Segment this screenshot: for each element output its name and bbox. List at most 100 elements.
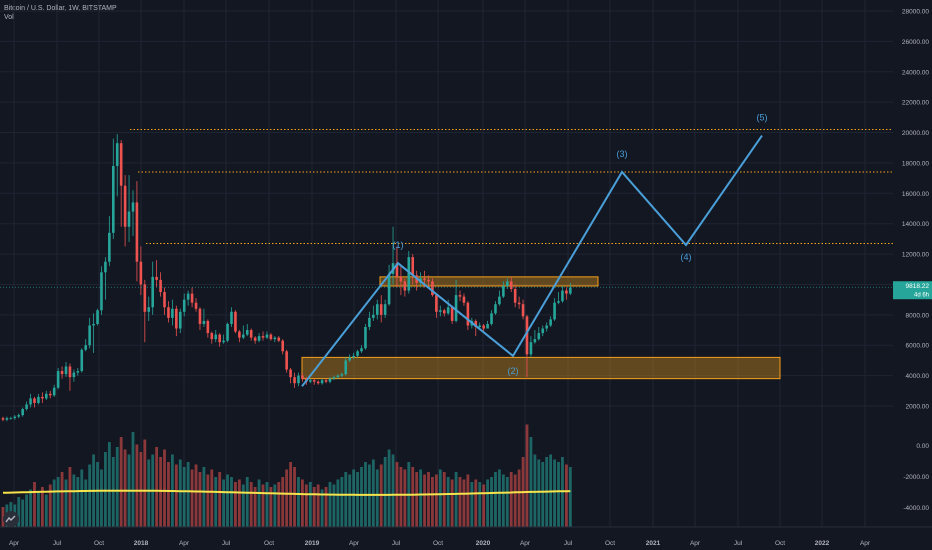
price-tick-label: 26000.00	[902, 39, 929, 46]
volume-bar	[360, 467, 363, 527]
volume-bar	[529, 437, 533, 527]
candle-body	[462, 296, 466, 303]
volume-indicator-label[interactable]: Vol	[4, 14, 14, 21]
volume-bar	[423, 474, 426, 527]
volume-bar	[226, 474, 229, 527]
candle-body	[41, 396, 44, 399]
candle-body	[368, 317, 371, 327]
time-axis[interactable]: Apr Jul Oct 2018 Apr Jul Oct 2019 Apr Jul Oct 2020 A…	[0, 526, 932, 547]
volume-bar	[411, 467, 415, 527]
candle-body	[561, 290, 564, 302]
candle-body	[340, 374, 344, 376]
volume-bar	[513, 474, 517, 527]
volume-bar	[123, 449, 127, 527]
volume-bar	[88, 464, 92, 527]
candle-body	[155, 276, 158, 280]
price-tick-label: 8000.00	[906, 312, 930, 319]
volume-bar	[17, 497, 21, 527]
candle-body	[494, 304, 497, 314]
candle-body	[198, 308, 202, 324]
volume-bar	[194, 464, 198, 527]
candle-body	[277, 337, 281, 341]
last-price-badge	[893, 281, 932, 300]
volume-bar	[48, 484, 52, 527]
candle-body	[356, 351, 359, 356]
price-tick-label: 18000.00	[902, 160, 929, 167]
volume-bar	[29, 489, 32, 527]
candle-body	[293, 377, 296, 384]
candle-body	[104, 261, 107, 273]
candle-body	[143, 284, 147, 312]
candle-body	[96, 310, 99, 324]
volume-bar	[332, 484, 336, 527]
volume-bar	[438, 469, 442, 527]
candle-body	[234, 311, 237, 332]
candle-body	[135, 202, 139, 262]
candle-body	[490, 313, 493, 324]
time-tick-label: Jul	[53, 540, 62, 547]
volume-bar	[399, 467, 403, 527]
candle-body	[285, 351, 288, 370]
candle-body	[301, 375, 304, 379]
candle-body	[64, 366, 68, 375]
last-price-value: 9818.22	[906, 283, 930, 290]
volume-bar	[119, 437, 123, 527]
wave-label: (2)	[508, 366, 519, 376]
candle-body	[214, 334, 218, 340]
volume-bar	[462, 479, 466, 527]
volume-bar	[387, 449, 391, 527]
bar-countdown: 4d 6h	[914, 293, 929, 299]
chart-header: Bitcoin / U.S. Dollar, 1W, BITSTAMP Vol	[4, 4, 117, 22]
volume-bar	[68, 467, 72, 527]
volume-bar	[52, 479, 56, 527]
candle-body	[1, 418, 5, 420]
volume-bar	[308, 482, 312, 527]
candle-body	[167, 307, 170, 318]
volume-bar	[371, 459, 375, 527]
volume-bar	[37, 492, 40, 527]
volume-bar	[261, 484, 265, 527]
volume-bar	[155, 447, 159, 527]
candle-body	[123, 185, 127, 227]
volume-bar	[44, 494, 48, 527]
candle-body	[92, 323, 95, 326]
volume-bar	[64, 479, 68, 527]
time-tick-label: Jul	[222, 540, 231, 547]
price-tick-label: 14000.00	[902, 221, 929, 228]
volume-bar	[111, 457, 115, 527]
time-tick-label: Apr	[860, 540, 871, 547]
volume-bar	[115, 447, 119, 527]
wave-label: (5)	[757, 112, 768, 122]
volume-bar	[537, 459, 541, 527]
price-tick-label: 24000.00	[902, 69, 929, 76]
volume-bar	[316, 484, 320, 527]
volume-bar	[403, 469, 407, 527]
time-tick-label: 2022	[815, 540, 830, 547]
volume-bar	[297, 477, 300, 527]
volume-bar	[344, 472, 348, 527]
volume-bar	[391, 454, 395, 527]
volume-bar	[498, 469, 501, 527]
symbol-title[interactable]: Bitcoin / U.S. Dollar, 1W, BITSTAMP	[4, 5, 117, 12]
volume-bar	[557, 462, 560, 527]
tradingview-logo-icon[interactable]	[3, 511, 19, 527]
volume-bars	[1, 424, 572, 527]
volume-bar	[277, 482, 281, 527]
candle-body	[281, 340, 285, 352]
volume-bar	[431, 477, 434, 527]
candle-body	[482, 325, 485, 329]
price-tick-label: 6000.00	[906, 343, 930, 350]
volume-bar	[383, 457, 387, 527]
time-tick-label: Oct	[94, 540, 104, 547]
price-zones	[301, 276, 781, 380]
volume-bar	[265, 482, 269, 527]
candle-body	[159, 279, 162, 293]
candle-body	[139, 261, 143, 285]
volume-bar	[324, 487, 328, 527]
candle-body	[403, 281, 407, 291]
candle-body	[84, 345, 88, 350]
candle-body	[505, 281, 509, 286]
candle-body	[545, 325, 548, 329]
